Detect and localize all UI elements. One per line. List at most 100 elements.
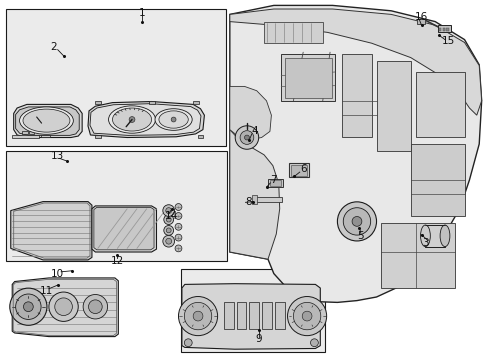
Bar <box>415 72 464 137</box>
Bar <box>410 144 464 216</box>
Circle shape <box>235 126 258 149</box>
Circle shape <box>175 212 182 220</box>
Circle shape <box>175 234 182 241</box>
Polygon shape <box>12 278 118 337</box>
Bar <box>22 131 28 134</box>
Circle shape <box>337 202 376 241</box>
Circle shape <box>10 288 47 325</box>
Bar <box>438 28 440 31</box>
Bar <box>236 302 246 329</box>
Bar <box>41 135 50 137</box>
Bar <box>192 101 198 104</box>
Ellipse shape <box>20 107 73 134</box>
Text: 5: 5 <box>357 231 364 241</box>
Bar <box>267 179 282 187</box>
Bar <box>6 9 225 146</box>
Text: 10: 10 <box>51 269 64 279</box>
Circle shape <box>49 292 78 321</box>
Bar <box>251 195 256 204</box>
Circle shape <box>184 339 192 347</box>
Circle shape <box>175 203 182 211</box>
Bar <box>197 135 203 138</box>
Bar <box>29 131 34 134</box>
Circle shape <box>178 297 217 336</box>
Text: 13: 13 <box>51 150 64 161</box>
Bar <box>376 61 410 151</box>
Text: 16: 16 <box>414 12 427 22</box>
Ellipse shape <box>155 109 192 130</box>
Circle shape <box>83 294 107 319</box>
Ellipse shape <box>159 111 188 128</box>
Bar <box>262 302 271 329</box>
Polygon shape <box>14 104 82 138</box>
Bar <box>281 54 334 101</box>
Circle shape <box>165 208 171 213</box>
Text: 9: 9 <box>255 334 262 344</box>
Polygon shape <box>16 107 79 135</box>
Bar <box>274 302 284 329</box>
Text: 3: 3 <box>421 238 428 248</box>
Polygon shape <box>229 86 271 140</box>
Bar <box>289 163 308 177</box>
Bar <box>12 135 39 138</box>
Bar <box>442 28 444 31</box>
Circle shape <box>166 217 171 222</box>
Text: 14: 14 <box>164 211 178 221</box>
Circle shape <box>175 245 182 252</box>
Bar <box>95 135 101 138</box>
Bar <box>255 197 282 202</box>
Polygon shape <box>229 5 481 302</box>
Circle shape <box>55 298 72 315</box>
Bar <box>269 180 280 186</box>
Text: 7: 7 <box>270 175 277 185</box>
Bar <box>437 25 450 32</box>
Ellipse shape <box>23 109 70 132</box>
Ellipse shape <box>112 108 151 131</box>
Circle shape <box>244 135 249 140</box>
Circle shape <box>171 117 176 122</box>
Circle shape <box>166 228 171 233</box>
Circle shape <box>184 302 211 330</box>
Bar <box>284 58 331 98</box>
Polygon shape <box>94 207 154 250</box>
Circle shape <box>16 294 41 319</box>
Bar <box>342 54 371 137</box>
Circle shape <box>165 238 171 244</box>
Bar <box>425 225 444 247</box>
Text: 4: 4 <box>250 126 257 136</box>
Circle shape <box>240 131 253 144</box>
Bar <box>181 269 325 352</box>
Ellipse shape <box>439 225 449 247</box>
Ellipse shape <box>108 106 155 133</box>
Polygon shape <box>92 206 156 252</box>
Circle shape <box>287 297 326 336</box>
Text: 8: 8 <box>244 197 251 207</box>
Circle shape <box>129 117 135 122</box>
Text: 6: 6 <box>299 164 306 174</box>
Circle shape <box>23 302 33 312</box>
Circle shape <box>351 216 361 226</box>
Text: 1: 1 <box>138 8 145 18</box>
Circle shape <box>302 311 311 321</box>
Bar <box>264 22 322 43</box>
Circle shape <box>193 311 203 321</box>
Circle shape <box>163 215 173 225</box>
Bar <box>148 101 154 104</box>
Ellipse shape <box>420 225 429 247</box>
Polygon shape <box>229 9 481 115</box>
Circle shape <box>293 302 320 330</box>
Polygon shape <box>229 130 279 259</box>
Bar <box>6 151 226 261</box>
Bar <box>95 101 101 104</box>
Circle shape <box>163 205 174 216</box>
Circle shape <box>343 208 370 235</box>
Circle shape <box>175 223 182 230</box>
Polygon shape <box>182 284 320 349</box>
Bar <box>416 19 425 24</box>
Bar <box>249 302 259 329</box>
Text: 11: 11 <box>40 286 53 296</box>
Bar <box>224 302 233 329</box>
Bar <box>291 165 306 176</box>
Polygon shape <box>88 102 204 138</box>
Text: 12: 12 <box>110 256 124 266</box>
